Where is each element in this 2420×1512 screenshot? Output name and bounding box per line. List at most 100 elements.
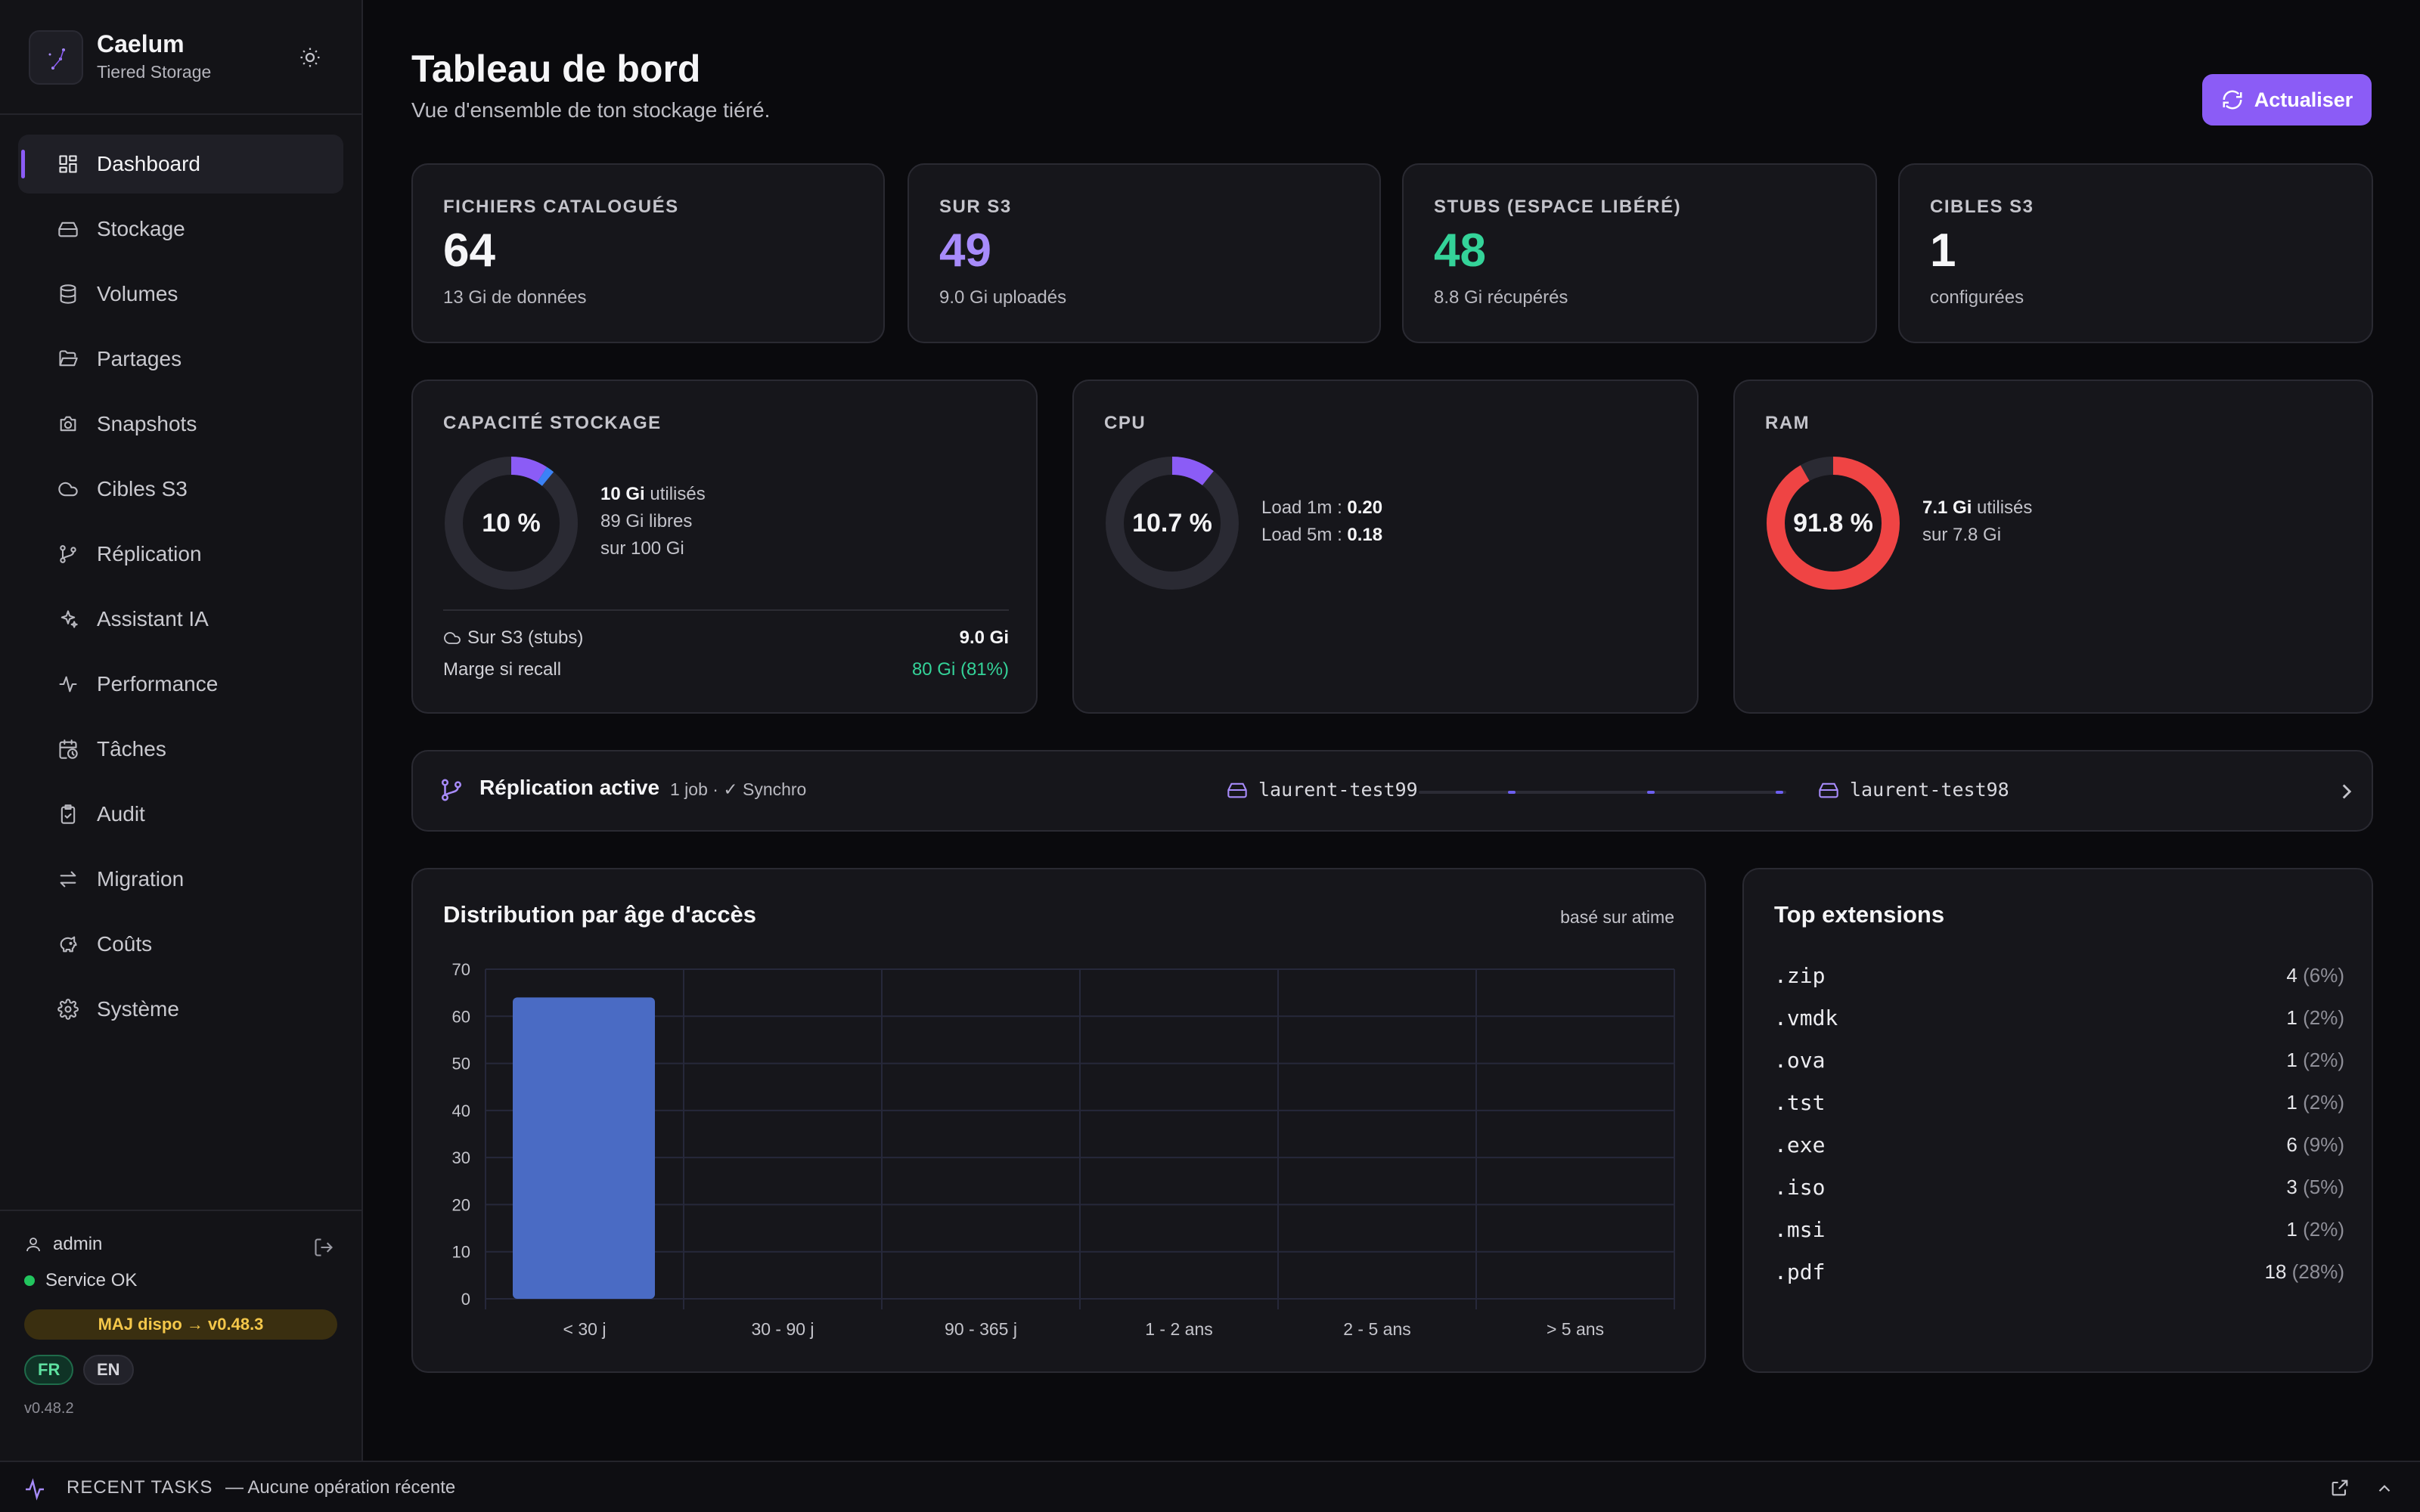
replication-banner[interactable]: Réplication active 1 job · ✓ Synchro lau… xyxy=(411,750,2373,832)
sidebar-item-label: Audit xyxy=(97,802,145,826)
sidebar-item-snapshots[interactable]: Snapshots xyxy=(18,395,343,454)
extension-name: .zip xyxy=(1774,962,1826,988)
extension-percent: (2%) xyxy=(2303,1217,2344,1241)
sidebar-item-label: Snapshots xyxy=(97,412,197,435)
extension-count: 6 xyxy=(2286,1132,2297,1156)
sidebar-item-dashboard[interactable]: Dashboard xyxy=(18,135,343,194)
load5-label: Load 5m : xyxy=(1261,525,1342,545)
sidebar-item-label: Stockage xyxy=(97,217,185,240)
list-item: .exe 6 (9%) xyxy=(1774,1123,2344,1166)
brand-subtitle: Tiered Storage xyxy=(97,62,212,82)
sidebar-item-cibles-s3[interactable]: Cibles S3 xyxy=(18,460,343,519)
sidebar-item-volumes[interactable]: Volumes xyxy=(18,265,343,324)
refresh-label: Actualiser xyxy=(2254,88,2353,111)
link-pulse xyxy=(1647,791,1655,794)
capacity-free: 89 Gi libres xyxy=(600,511,693,531)
stat-value: 49 xyxy=(939,225,991,277)
sidebar-item-performance[interactable]: Performance xyxy=(18,655,343,714)
sidebar-item-assistant-ia[interactable]: Assistant IA xyxy=(18,590,343,649)
sidebar: Caelum Tiered Storage Dashboard Stockage V… xyxy=(0,0,363,1461)
extensions-title: Top extensions xyxy=(1774,901,1945,928)
page-subtitle: Vue d'ensemble de ton stockage tiéré. xyxy=(411,98,771,122)
camera-icon xyxy=(60,416,76,432)
extensions-list: .zip 4 (6%) .vmdk 1 (2%) .ova 1 (2%) .tst 1 (2%… xyxy=(1774,954,2344,1293)
chevron-up-icon[interactable] xyxy=(2375,1479,2394,1498)
list-item: .pdf 18 (28%) xyxy=(1774,1250,2344,1293)
s3-stubs-value: 9.0 Gi xyxy=(959,627,1009,648)
stat-label: CIBLES S3 xyxy=(1930,197,2034,217)
stat-value: 1 xyxy=(1930,225,1956,277)
y-tick-label: 50 xyxy=(452,1055,470,1074)
replication-title: Réplication active xyxy=(479,776,660,799)
sidebar-nav: Dashboard Stockage Volumes Partages Snapshot… xyxy=(18,135,343,1045)
y-tick-label: 20 xyxy=(452,1195,470,1214)
load1-label: Load 1m : xyxy=(1261,497,1342,518)
stat-card: FICHIERS CATALOGUÉS 64 13 Gi de données xyxy=(411,163,885,343)
list-item: .tst 1 (2%) xyxy=(1774,1081,2344,1123)
replication-target-name: laurent-test98 xyxy=(1850,779,2009,801)
main-content: Tableau de bord Vue d'ensemble de ton st… xyxy=(365,0,2420,1461)
external-link-icon[interactable] xyxy=(2329,1477,2350,1498)
piggy-bank-icon xyxy=(60,936,77,953)
stat-card: SUR S3 49 9.0 Gi uploadés xyxy=(908,163,1381,343)
list-item: .zip 4 (6%) xyxy=(1774,954,2344,996)
recent-tasks-text: — Aucune opération récente xyxy=(225,1477,456,1498)
update-badge[interactable]: MAJ dispo → v0.48.3 xyxy=(24,1309,337,1340)
sidebar-item-stockage[interactable]: Stockage xyxy=(18,200,343,259)
extension-name: .vmdk xyxy=(1774,1005,1838,1030)
y-tick-label: 60 xyxy=(452,1007,470,1026)
refresh-icon xyxy=(2223,90,2242,110)
hard-drive-icon xyxy=(58,222,78,237)
hard-drive-icon xyxy=(1819,782,1838,798)
extension-percent: (6%) xyxy=(2303,963,2344,987)
sidebar-item-migration[interactable]: Migration xyxy=(18,850,343,909)
calendar-clock-icon xyxy=(59,739,78,759)
extension-percent: (5%) xyxy=(2303,1175,2344,1198)
replication-target: laurent-test98 xyxy=(1818,779,2009,801)
refresh-button[interactable]: Actualiser xyxy=(2202,74,2372,125)
sidebar-item-réplication[interactable]: Réplication xyxy=(18,525,343,584)
sidebar-footer: admin Service OK MAJ dispo → v0.48.3 FR … xyxy=(0,1210,361,1461)
sidebar-item-label: Cibles S3 xyxy=(97,477,188,500)
username: admin xyxy=(53,1234,103,1254)
link-pulse xyxy=(1776,791,1783,794)
lang-en-button[interactable]: EN xyxy=(83,1355,134,1385)
sidebar-item-label: Dashboard xyxy=(97,152,200,175)
sidebar-item-audit[interactable]: Audit xyxy=(18,785,343,844)
ram-total: sur 7.8 Gi xyxy=(1922,525,2002,545)
lang-fr-button[interactable]: FR xyxy=(24,1355,74,1385)
recent-tasks-label: RECENT TASKS xyxy=(67,1477,213,1498)
sidebar-item-label: Volumes xyxy=(97,282,178,305)
stat-card: CIBLES S3 1 configurées xyxy=(1898,163,2373,343)
logout-button[interactable] xyxy=(313,1237,334,1262)
sidebar-item-label: Partages xyxy=(97,347,182,370)
x-tick-label: 90 - 365 j xyxy=(945,1319,1017,1339)
sidebar-item-tâches[interactable]: Tâches xyxy=(18,720,343,779)
cpu-label: CPU xyxy=(1104,413,1146,433)
sidebar-item-label: Coûts xyxy=(97,932,153,956)
theme-toggle-button[interactable] xyxy=(293,41,327,74)
extension-count: 1 xyxy=(2286,1090,2297,1114)
sidebar-item-partages[interactable]: Partages xyxy=(18,330,343,389)
sidebar-item-coûts[interactable]: Coûts xyxy=(18,915,343,974)
x-tick-label: 2 - 5 ans xyxy=(1343,1319,1411,1339)
y-tick-label: 70 xyxy=(452,960,470,979)
extension-percent: (2%) xyxy=(2303,1005,2344,1029)
sidebar-item-label: Tâches xyxy=(97,737,166,761)
extension-count: 3 xyxy=(2286,1175,2297,1198)
capacity-info: 10 Gi utilisés 89 Gi libres sur 100 Gi xyxy=(600,481,706,562)
chart-title: Distribution par âge d'accès xyxy=(443,901,756,928)
sparkles-icon xyxy=(60,610,78,628)
sun-icon xyxy=(300,48,320,67)
divider xyxy=(443,609,1009,611)
link-pulse xyxy=(1508,791,1516,794)
sidebar-item-système[interactable]: Système xyxy=(18,980,343,1039)
extension-name: .msi xyxy=(1774,1216,1826,1242)
y-tick-label: 10 xyxy=(452,1243,470,1262)
recall-margin-label: Marge si recall xyxy=(443,659,562,680)
extension-percent: (9%) xyxy=(2303,1132,2344,1156)
sidebar-item-label: Migration xyxy=(97,867,185,891)
stat-sub: 8.8 Gi récupérés xyxy=(1434,287,1568,308)
cpu-gauge: 10.7 % xyxy=(1104,455,1240,591)
recent-tasks-bar[interactable]: RECENT TASKS — Aucune opération récente xyxy=(0,1461,2420,1512)
